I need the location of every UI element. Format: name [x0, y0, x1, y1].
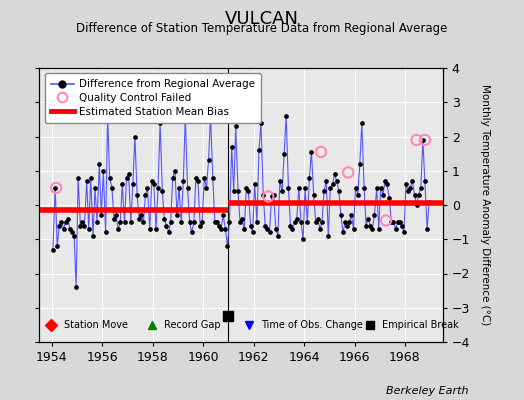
Text: Time of Obs. Change: Time of Obs. Change [261, 320, 363, 330]
Y-axis label: Monthly Temperature Anomaly Difference (°C): Monthly Temperature Anomaly Difference (… [479, 84, 489, 326]
Text: Record Gap: Record Gap [165, 320, 221, 330]
Point [224, 313, 233, 320]
Text: Empirical Break: Empirical Break [382, 320, 459, 330]
Text: Difference of Station Temperature Data from Regional Average: Difference of Station Temperature Data f… [77, 22, 447, 35]
Point [421, 137, 429, 143]
Text: VULCAN: VULCAN [225, 10, 299, 28]
Legend: Difference from Regional Average, Quality Control Failed, Estimated Station Mean: Difference from Regional Average, Qualit… [45, 73, 261, 123]
Point [412, 137, 421, 143]
Point [382, 217, 390, 224]
Point [52, 185, 60, 191]
Point [317, 149, 325, 155]
Text: Station Move: Station Move [63, 320, 127, 330]
Text: Berkeley Earth: Berkeley Earth [387, 386, 469, 396]
Point [264, 193, 272, 200]
Point [344, 169, 353, 176]
